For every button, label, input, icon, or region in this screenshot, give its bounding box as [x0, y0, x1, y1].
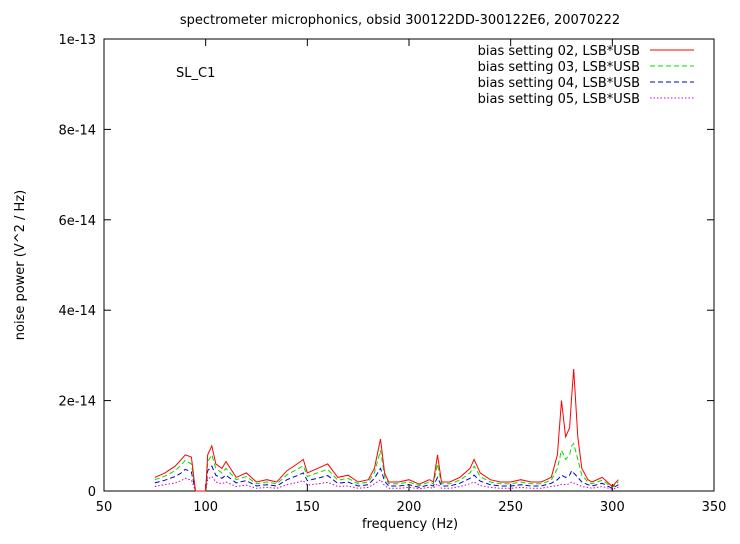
x-tick-label: 300 — [600, 500, 625, 515]
chart-title: spectrometer microphonics, obsid 300122D… — [180, 13, 620, 28]
axes: 50 100 150 200 250 300 350 0 2e-14 4e-14 6e-14 8e-1… — [58, 33, 726, 515]
x-tick-label: 50 — [96, 500, 113, 515]
x-axis-label: frequency (Hz) — [362, 517, 458, 532]
y-tick-label: 4e-14 — [58, 304, 96, 319]
x-tick-label: 250 — [498, 500, 523, 515]
x-tick-label: 200 — [397, 500, 422, 515]
chart-annotation-label: SL_C1 — [176, 66, 215, 81]
y-tick-label: 8e-14 — [58, 123, 96, 138]
legend-label-0: bias setting 02, LSB*USB — [478, 44, 640, 59]
y-axis-label: noise power (V^2 / Hz) — [13, 190, 28, 340]
legend-label-2: bias setting 04, LSB*USB — [478, 76, 640, 91]
series-line-0 — [154, 368, 619, 492]
legend-label-3: bias setting 05, LSB*USB — [478, 92, 640, 107]
y-tick-label: 6e-14 — [58, 214, 96, 229]
y-tick-label: 2e-14 — [58, 395, 96, 410]
series-line-2 — [154, 465, 619, 492]
series-line-1 — [154, 442, 619, 492]
y-tick-label: 0 — [88, 485, 96, 500]
x-tick-label: 350 — [702, 500, 727, 515]
x-tick-label: 100 — [193, 500, 218, 515]
legend-label-1: bias setting 03, LSB*USB — [478, 60, 640, 75]
x-tick-label: 150 — [295, 500, 320, 515]
y-tick-label: 1e-13 — [58, 33, 96, 48]
series-line-3 — [154, 475, 619, 492]
series-layer — [154, 368, 619, 492]
